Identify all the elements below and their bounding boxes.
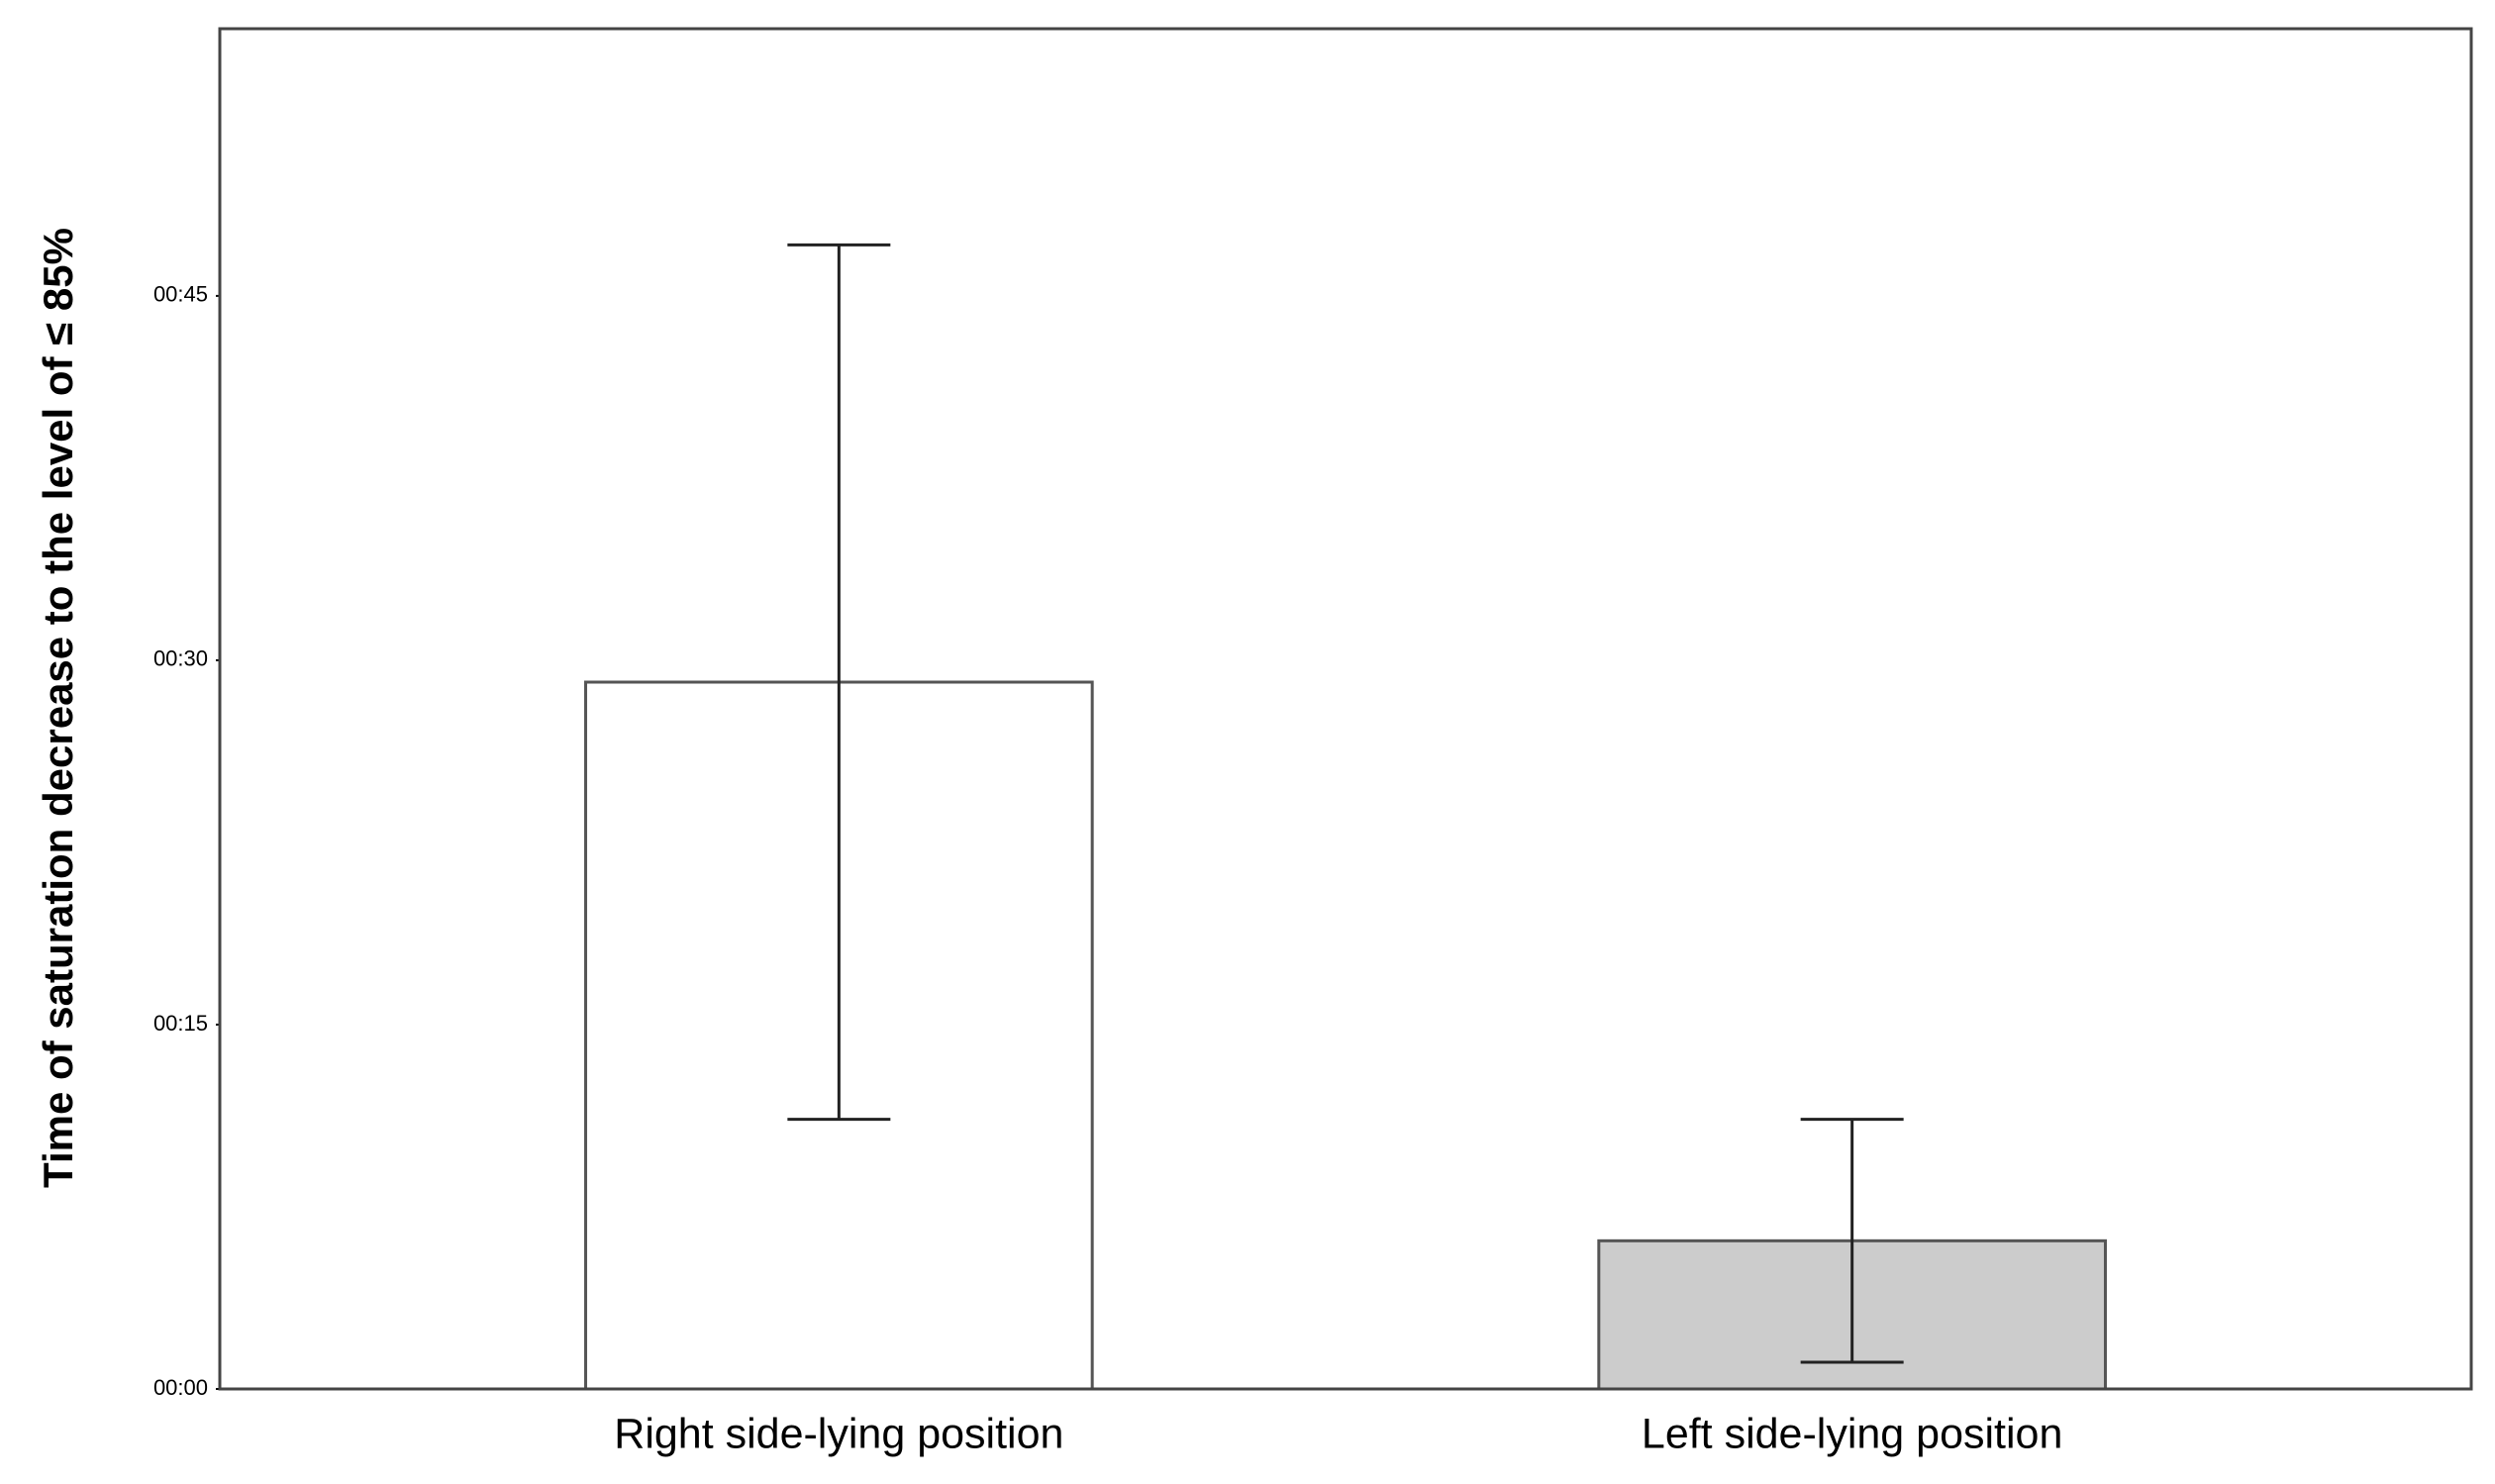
plot-frame [218, 27, 2473, 1391]
y-tick-label: 00:15 [153, 1011, 208, 1036]
y-axis-label: Time of saturation decrease to the level… [35, 228, 81, 1188]
y-tick-label: 00:45 [153, 282, 208, 307]
y-tick-label: 00:30 [153, 646, 208, 671]
y-tick-label: 00:00 [153, 1375, 208, 1400]
x-tick-label: Left side-lying position [1642, 1410, 2062, 1457]
error-bar [787, 243, 891, 1122]
error-bar [1800, 1118, 1904, 1364]
x-tick-label: Right side-lying position [614, 1410, 1063, 1457]
